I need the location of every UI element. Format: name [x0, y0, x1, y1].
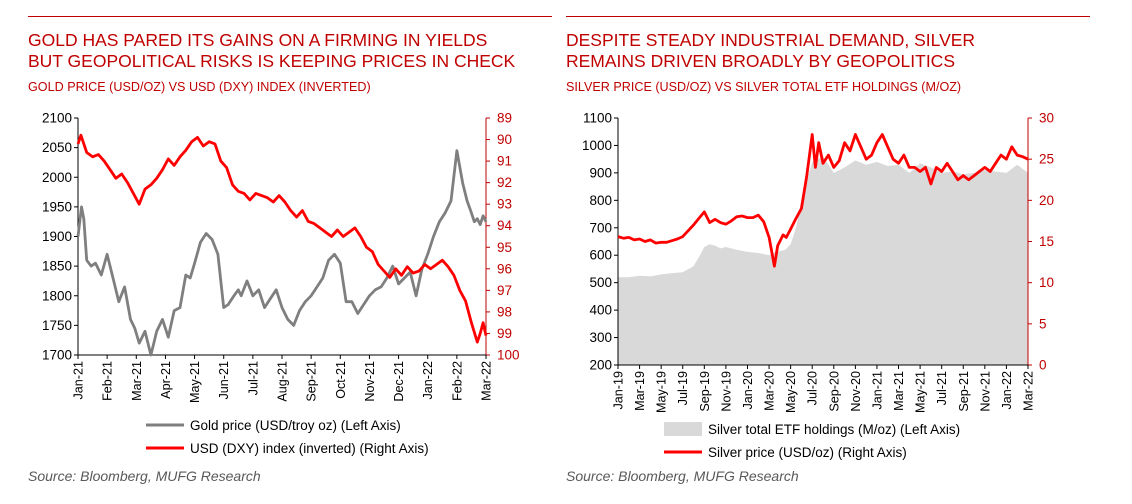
- legend-label: Silver total ETF holdings (M/oz) (Left A…: [708, 422, 960, 437]
- left-tick-label: 2100: [42, 111, 72, 126]
- x-tick-label: Sep-21: [305, 361, 319, 402]
- x-tick-label: Jul-20: [806, 371, 820, 405]
- gold-chart-panel: GOLD HAS PARED ITS GAINS ON A FIRMING IN…: [28, 0, 568, 504]
- x-tick-label: Mar-19: [633, 371, 647, 411]
- right-tick-label: 30: [1039, 111, 1054, 126]
- right-tick-label: 5: [1039, 316, 1047, 331]
- x-tick-label: May-19: [655, 371, 669, 413]
- x-tick-label: Mar-20: [763, 371, 777, 411]
- chart-subtitle: GOLD PRICE (USD/OZ) VS USD (DXY) INDEX (…: [28, 80, 371, 94]
- x-tick-label: Aug-21: [276, 361, 290, 402]
- title-line-1: DESPITE STEADY INDUSTRIAL DEMAND, SILVER: [566, 30, 976, 50]
- left-tick-label: 1100: [583, 111, 612, 126]
- right-tick-label: 96: [497, 261, 512, 276]
- left-tick-label: 1700: [42, 348, 72, 363]
- x-tick-label: Feb-22: [450, 361, 464, 401]
- silver-price-line: [617, 133, 1029, 268]
- right-tick-label: 0: [1039, 358, 1047, 373]
- left-tick-label: 1950: [42, 199, 72, 214]
- left-tick-label: 1800: [42, 288, 72, 303]
- source-note: Source: Bloomberg, MUFG Research: [28, 468, 261, 484]
- right-tick-label: 20: [1039, 193, 1054, 208]
- x-tick-label: Nov-20: [849, 371, 863, 412]
- x-tick-label: Jul-21: [935, 371, 949, 405]
- left-tick-label: 900: [589, 165, 612, 180]
- x-tick-label: Apr-21: [159, 361, 173, 399]
- x-tick-label: Nov-19: [719, 371, 733, 412]
- x-tick-label: Sep-19: [698, 371, 712, 412]
- gold-vs-usd-chart: 1700 1750 1800 1850 1900 1950 2000 2050 2100 89 90…: [42, 111, 520, 457]
- right-tick-label: 97: [497, 283, 512, 298]
- x-tick-label: Mar-21: [892, 371, 906, 411]
- right-tick-label: 92: [497, 175, 512, 190]
- x-tick-label: Jul-19: [676, 371, 690, 405]
- source-note: Source: Bloomberg, MUFG Research: [566, 468, 799, 484]
- chart-title: GOLD HAS PARED ITS GAINS ON A FIRMING IN…: [28, 30, 515, 72]
- left-tick-label: 400: [589, 303, 612, 318]
- right-tick-label: 90: [497, 132, 512, 147]
- x-tick-label: Jul-21: [246, 361, 260, 395]
- left-tick-label: 2050: [42, 140, 72, 155]
- right-tick-label: 95: [497, 240, 512, 255]
- title-line-1: GOLD HAS PARED ITS GAINS ON A FIRMING IN…: [28, 30, 488, 50]
- panel-divider: [28, 16, 552, 17]
- left-tick-label: 300: [589, 330, 612, 345]
- right-tick-label: 98: [497, 304, 512, 319]
- x-tick-label: Dec-21: [392, 361, 406, 402]
- x-tick-label: Mar-22: [480, 361, 494, 401]
- legend-label: Gold price (USD/troy oz) (Left Axis): [190, 418, 401, 433]
- left-tick-label: 600: [589, 248, 612, 263]
- silver-chart-panel: DESPITE STEADY INDUSTRIAL DEMAND, SILVER…: [566, 0, 1106, 504]
- usd-index-line: [76, 133, 488, 344]
- x-tick-label: May-20: [784, 371, 798, 413]
- x-tick-label: Nov-21: [363, 361, 377, 402]
- x-tick-label: Jan-22: [421, 361, 435, 400]
- x-tick-label: Jan-21: [870, 371, 884, 410]
- chart-subtitle: SILVER PRICE (USD/OZ) VS SILVER TOTAL ET…: [566, 80, 962, 94]
- silver-vs-etf-chart: 200 300 400 500 600 700 800 900 1000 1100 0 5 10 15 20…: [582, 111, 1054, 461]
- x-tick-label: Sep-21: [957, 371, 971, 412]
- right-tick-label: 10: [1039, 275, 1054, 290]
- left-tick-label: 500: [589, 275, 612, 290]
- etf-holdings-area: [618, 156, 1028, 365]
- left-tick-label: 700: [589, 220, 612, 235]
- panel-divider: [566, 16, 1090, 17]
- left-tick-label: 200: [589, 358, 612, 373]
- legend-swatch: [664, 422, 702, 436]
- right-tick-label: 89: [497, 111, 512, 126]
- title-line-2: BUT GEOPOLITICAL RISKS IS KEEPING PRICES…: [28, 51, 516, 71]
- x-tick-label: Feb-21: [101, 361, 115, 401]
- right-tick-label: 91: [497, 154, 512, 169]
- x-tick-label: Jan-21: [72, 361, 86, 400]
- x-tick-label: Mar-21: [130, 361, 144, 401]
- x-tick-label: Sep-20: [827, 371, 841, 412]
- left-tick-label: 2000: [42, 170, 72, 185]
- gold-price-line: [76, 149, 488, 357]
- x-tick-label: Oct-21: [334, 361, 348, 399]
- legend-label: USD (DXY) index (inverted) (Right Axis): [190, 441, 429, 456]
- x-tick-label: Jun-21: [217, 361, 231, 400]
- right-tick-label: 100: [497, 348, 520, 363]
- left-tick-label: 1750: [42, 318, 72, 333]
- x-tick-label: Mar-22: [1022, 371, 1036, 411]
- left-tick-label: 1900: [42, 229, 72, 244]
- x-tick-label: Nov-21: [978, 371, 992, 412]
- x-tick-label: Jan-22: [1000, 371, 1014, 410]
- x-tick-label: Jan-20: [741, 371, 755, 410]
- chart-title: DESPITE STEADY INDUSTRIAL DEMAND, SILVER…: [566, 30, 975, 72]
- right-tick-label: 15: [1039, 234, 1054, 249]
- right-tick-label: 25: [1039, 152, 1054, 167]
- right-tick-label: 94: [497, 218, 513, 233]
- left-tick-label: 1000: [582, 138, 612, 153]
- right-tick-label: 93: [497, 197, 512, 212]
- left-tick-label: 800: [589, 193, 612, 208]
- legend-label: Silver price (USD/oz) (Right Axis): [708, 445, 907, 460]
- x-tick-label: May-21: [914, 371, 928, 413]
- x-tick-label: May-21: [188, 361, 202, 403]
- title-line-2: REMAINS DRIVEN BROADLY BY GEOPOLITICS: [566, 51, 955, 71]
- x-tick-label: Jan-19: [612, 371, 626, 410]
- left-tick-label: 1850: [42, 259, 72, 274]
- right-tick-label: 99: [497, 326, 512, 341]
